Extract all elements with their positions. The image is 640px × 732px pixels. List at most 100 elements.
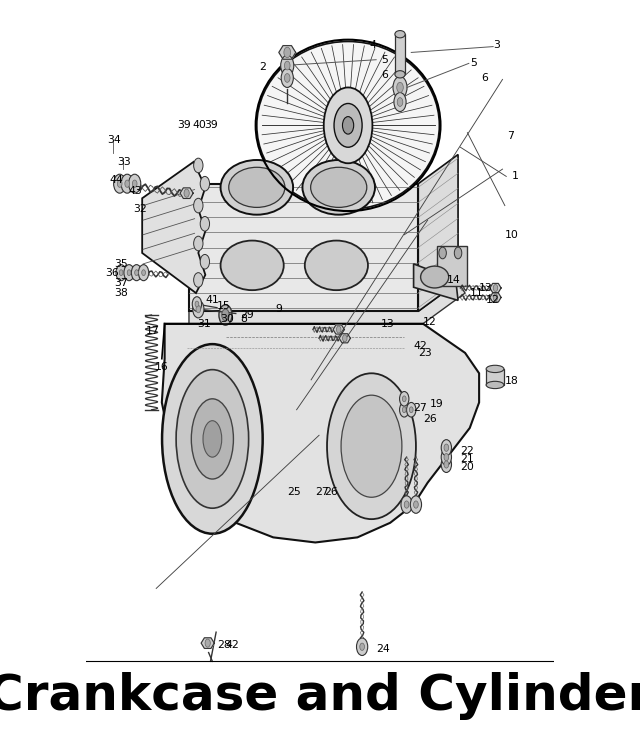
Ellipse shape [257, 42, 439, 209]
Circle shape [360, 643, 364, 651]
Circle shape [356, 638, 368, 655]
Ellipse shape [420, 266, 449, 288]
Circle shape [200, 255, 209, 269]
Text: 43: 43 [128, 186, 142, 196]
Circle shape [397, 82, 403, 92]
Circle shape [410, 496, 422, 513]
Text: 3: 3 [493, 40, 500, 51]
Text: 10: 10 [505, 230, 519, 240]
Ellipse shape [162, 344, 262, 534]
Text: 44: 44 [109, 175, 123, 185]
Polygon shape [201, 638, 214, 649]
Text: 41: 41 [205, 296, 219, 305]
Circle shape [281, 56, 294, 76]
Text: 42: 42 [413, 341, 428, 351]
Circle shape [221, 309, 229, 321]
Text: 8: 8 [241, 313, 247, 324]
Text: 1: 1 [512, 171, 519, 182]
Text: 16: 16 [156, 362, 169, 373]
Text: 20: 20 [460, 462, 474, 471]
Circle shape [342, 116, 354, 134]
Bar [437, 246, 467, 285]
Text: 40: 40 [193, 120, 207, 130]
Polygon shape [413, 264, 458, 300]
Circle shape [125, 180, 129, 187]
Text: 27: 27 [413, 403, 428, 414]
Circle shape [403, 396, 406, 402]
Circle shape [195, 301, 199, 307]
Ellipse shape [341, 395, 402, 497]
Circle shape [129, 174, 141, 193]
Text: 24: 24 [376, 644, 390, 654]
Text: 27: 27 [316, 488, 329, 497]
Circle shape [394, 92, 406, 111]
Circle shape [403, 407, 406, 413]
Circle shape [194, 236, 203, 251]
Text: Crankcase and Cylinder: Crankcase and Cylinder [0, 671, 640, 720]
Text: 6: 6 [481, 73, 488, 83]
Polygon shape [189, 282, 465, 324]
Ellipse shape [203, 421, 221, 458]
Circle shape [116, 265, 126, 280]
Polygon shape [339, 334, 351, 343]
Circle shape [401, 496, 412, 513]
Circle shape [194, 272, 203, 287]
Circle shape [324, 87, 372, 163]
Text: 23: 23 [419, 348, 432, 358]
Ellipse shape [221, 160, 293, 214]
Text: 37: 37 [114, 278, 128, 288]
Ellipse shape [486, 365, 504, 373]
Circle shape [205, 639, 211, 647]
Circle shape [184, 189, 189, 197]
Ellipse shape [221, 241, 284, 290]
Ellipse shape [176, 370, 248, 508]
Polygon shape [490, 283, 501, 293]
Text: 11: 11 [470, 288, 483, 298]
Circle shape [404, 501, 409, 508]
Text: 6: 6 [381, 70, 388, 80]
Ellipse shape [327, 373, 416, 519]
Circle shape [493, 294, 498, 301]
Polygon shape [180, 188, 193, 198]
Text: 30: 30 [220, 313, 234, 324]
Ellipse shape [310, 168, 367, 207]
Text: 29: 29 [241, 310, 254, 320]
Text: 13: 13 [479, 283, 493, 293]
Circle shape [441, 457, 451, 472]
Circle shape [393, 77, 407, 98]
Text: 32: 32 [133, 204, 147, 214]
Text: 14: 14 [446, 275, 460, 285]
Circle shape [454, 247, 462, 259]
Circle shape [399, 403, 409, 417]
Circle shape [117, 180, 122, 187]
Circle shape [200, 217, 209, 231]
Text: 12: 12 [486, 296, 500, 305]
Ellipse shape [303, 160, 375, 214]
Circle shape [194, 198, 203, 213]
Text: 2: 2 [259, 62, 266, 72]
Text: 36: 36 [105, 269, 118, 278]
Circle shape [196, 305, 201, 313]
Circle shape [131, 265, 141, 280]
Circle shape [444, 444, 449, 452]
Circle shape [439, 247, 446, 259]
Circle shape [337, 326, 341, 333]
Ellipse shape [395, 71, 405, 78]
Polygon shape [279, 45, 296, 59]
Circle shape [194, 158, 203, 173]
Text: 18: 18 [505, 376, 518, 386]
Circle shape [399, 392, 409, 406]
Circle shape [397, 97, 403, 106]
Text: 19: 19 [430, 399, 444, 409]
Text: 42: 42 [225, 640, 239, 649]
Circle shape [284, 74, 290, 82]
Text: 33: 33 [117, 157, 131, 167]
Circle shape [193, 300, 204, 318]
Polygon shape [419, 154, 458, 311]
Polygon shape [333, 325, 344, 334]
Circle shape [284, 61, 290, 70]
Ellipse shape [245, 178, 451, 225]
Circle shape [334, 103, 362, 147]
Circle shape [444, 461, 449, 468]
Ellipse shape [305, 241, 368, 290]
